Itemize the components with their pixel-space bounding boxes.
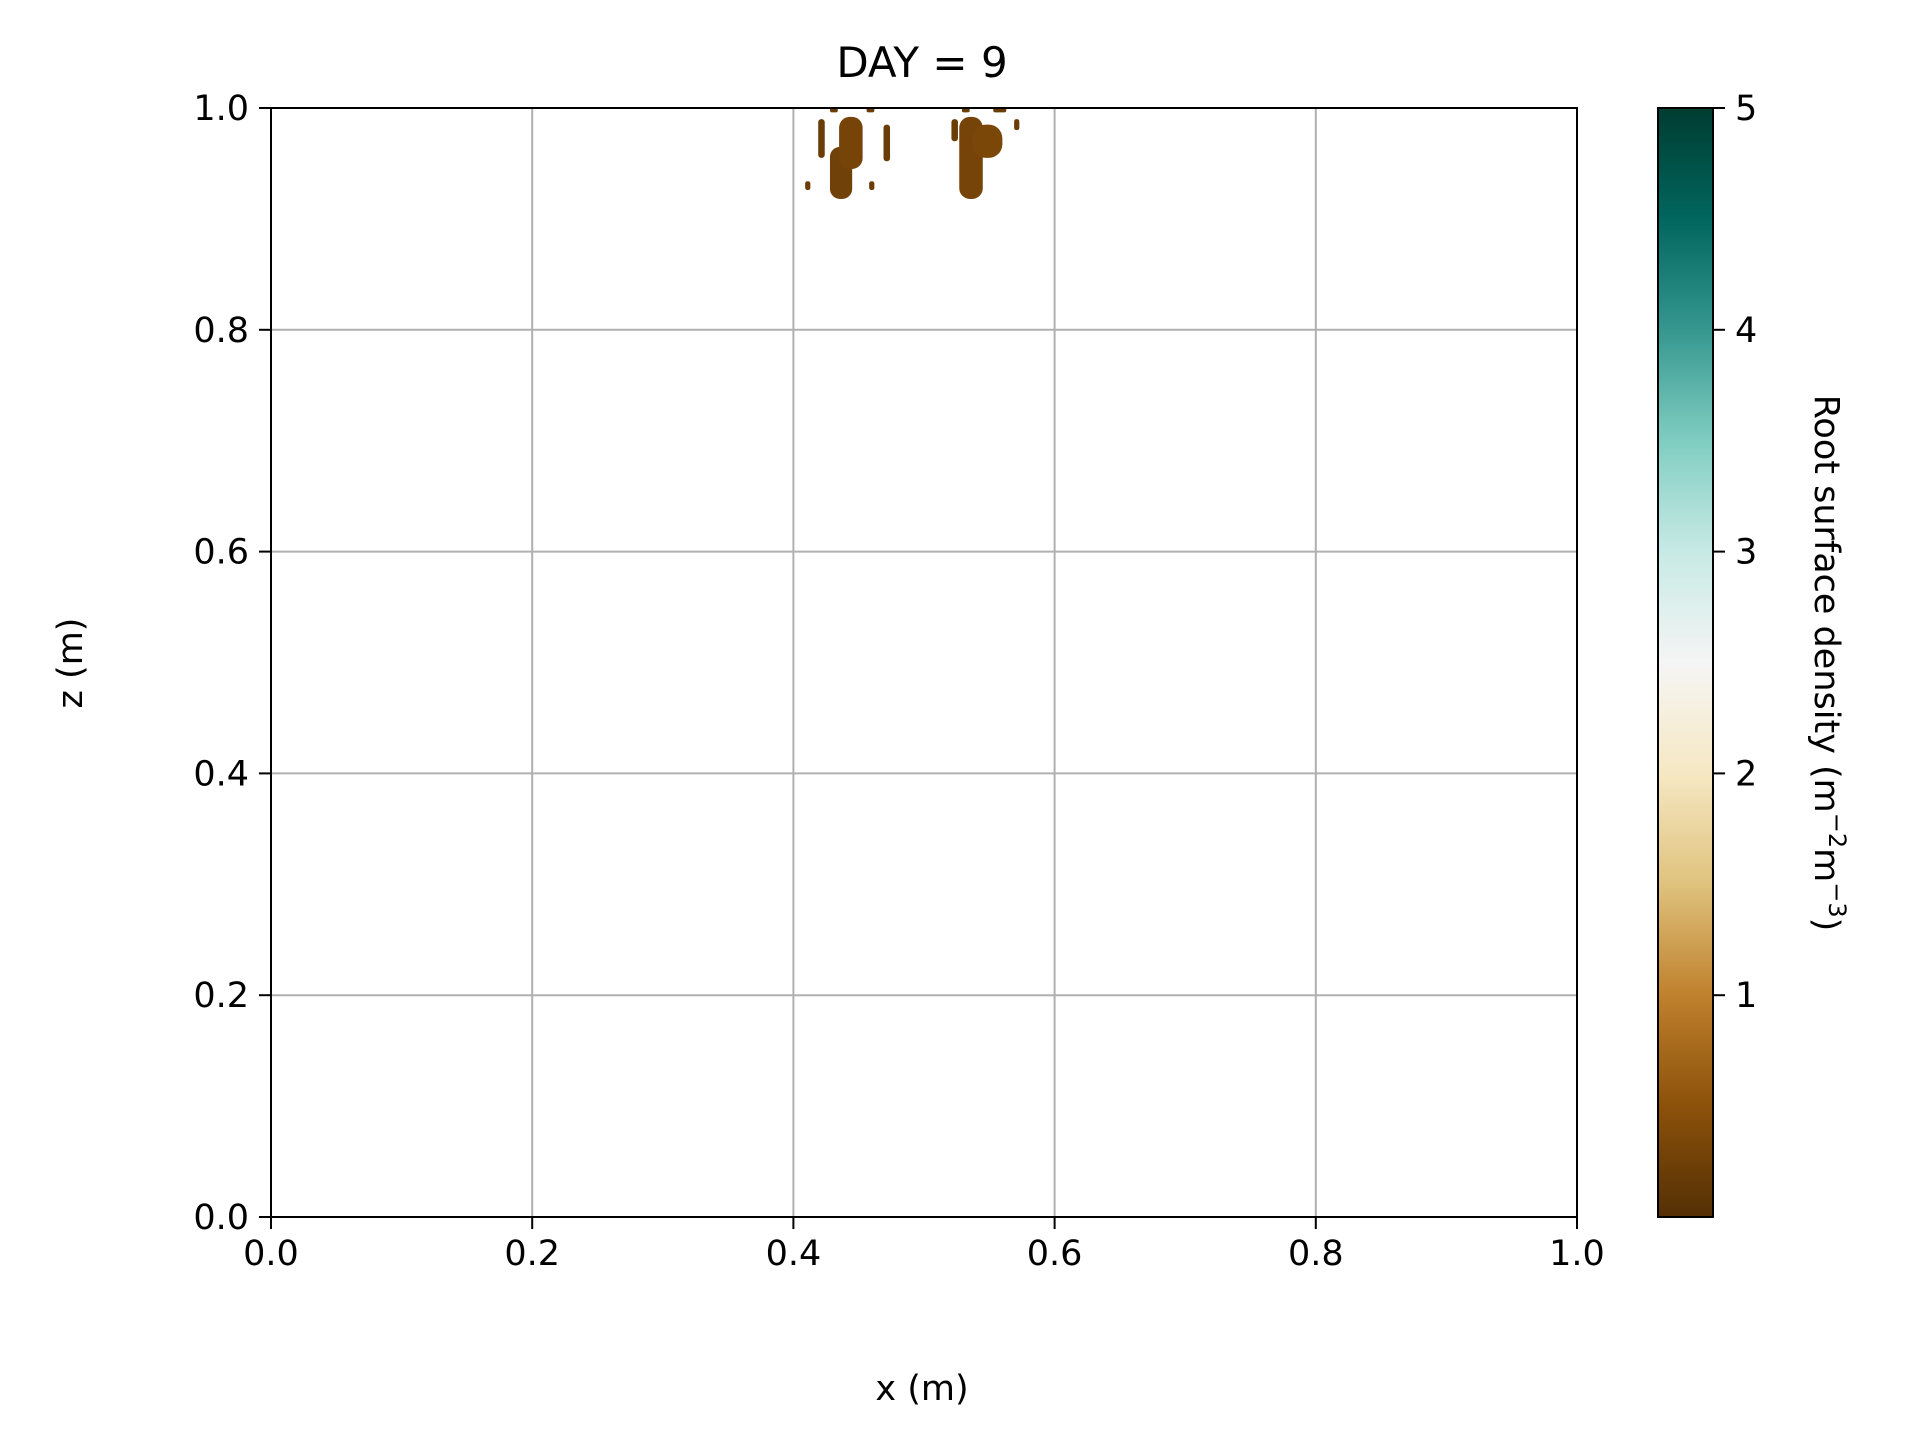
plot-frame: [270, 107, 1578, 1218]
colorbar-label-mid: m: [1806, 848, 1846, 882]
y-axis-label: z (m): [51, 618, 91, 709]
density-patch: [993, 108, 1007, 113]
y-tick-label: 0.4: [193, 754, 249, 794]
x-tick-label: 0.2: [504, 1234, 560, 1274]
colorbar-label-main: Root surface density (m: [1806, 395, 1846, 813]
colorbar-label-end: ): [1806, 918, 1846, 932]
colorbar-tick-label: 2: [1735, 754, 1757, 794]
density-patch: [1014, 119, 1020, 131]
x-tick-label: 0.0: [243, 1234, 299, 1274]
colorbar-label-sup2: −3: [1823, 882, 1851, 917]
density-patch: [818, 119, 825, 158]
density-patch: [829, 108, 838, 113]
density-patch: [869, 181, 875, 191]
colorbar-tick-label: 5: [1735, 89, 1757, 129]
colorbar-tick-label: 4: [1735, 311, 1757, 351]
y-tick-label: 0.6: [193, 533, 249, 573]
x-axis-ticks: 0.0 0.2 0.4 0.6 0.8 1.0: [243, 1217, 1605, 1274]
data-layer: [805, 108, 1020, 199]
density-patch: [805, 181, 811, 191]
chart-title: DAY = 9: [836, 38, 1007, 87]
colorbar-tick-label: 1: [1735, 976, 1757, 1016]
y-tick-label: 0.8: [193, 311, 249, 351]
y-axis-ticks: 0.0 0.2 0.4 0.6 0.8 1.0: [193, 89, 271, 1238]
density-patch: [951, 119, 958, 142]
grid-layer: [270, 107, 1578, 1218]
colorbar-tick-label: 3: [1735, 533, 1757, 573]
colorbar: [1657, 107, 1714, 1218]
y-tick-label: 1.0: [193, 89, 249, 129]
density-patch: [866, 108, 875, 113]
density-patch: [972, 124, 1003, 158]
x-axis-label: x (m): [875, 1369, 968, 1409]
colorbar-label-sup1: −2: [1823, 813, 1851, 848]
x-tick-label: 1.0: [1549, 1234, 1605, 1274]
y-tick-label: 0.0: [193, 1198, 249, 1238]
density-patch: [961, 108, 970, 113]
density-patch: [839, 116, 863, 169]
colorbar-ticks: 1 2 3 4 5: [1713, 89, 1757, 1016]
x-tick-label: 0.4: [766, 1234, 822, 1274]
density-patch: [883, 124, 891, 162]
colorbar-label: Root surface density (m−2m−3): [1806, 395, 1851, 932]
y-tick-label: 0.2: [193, 976, 249, 1016]
x-tick-label: 0.6: [1027, 1234, 1083, 1274]
x-tick-label: 0.8: [1288, 1234, 1344, 1274]
